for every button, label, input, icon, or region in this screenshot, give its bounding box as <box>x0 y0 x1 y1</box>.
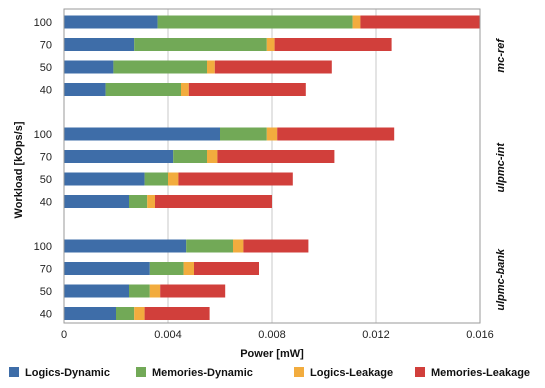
x-tick-label: 0.008 <box>258 329 286 341</box>
bar-segment <box>64 15 158 29</box>
workload-label: 40 <box>40 309 52 321</box>
legend-label: Logics-Leakage <box>310 367 393 379</box>
x-axis-title: Power [mW] <box>240 348 304 360</box>
bar-segment <box>147 195 155 208</box>
bar-segment <box>360 15 480 29</box>
workload-label: 50 <box>40 174 52 186</box>
bar-segment <box>64 127 220 141</box>
bar-segment <box>188 83 306 96</box>
bar-segment <box>274 38 392 51</box>
group-label: mc-ref <box>495 38 507 73</box>
bar-segment <box>220 127 267 141</box>
bar-segment <box>183 262 194 275</box>
legend-swatch <box>9 367 19 377</box>
legend-label: Logics-Dynamic <box>25 367 110 379</box>
x-tick-label: 0.004 <box>154 329 182 341</box>
bar-segment <box>129 284 150 298</box>
plot-frame <box>63 8 481 324</box>
bar-segment <box>129 195 148 208</box>
bar-segment <box>181 83 189 96</box>
bar-segment <box>64 38 135 51</box>
y-axis-title: Workload [kOps/s] <box>13 121 25 218</box>
group-label: ulpmc-bank <box>495 248 507 311</box>
bar-segment <box>214 60 332 74</box>
bar-layer <box>64 15 480 320</box>
workload-label: 40 <box>40 197 52 209</box>
bar-segment <box>194 262 259 275</box>
bar-segment <box>207 60 215 74</box>
axis-layer: 0 0.004 0.008 0.012 0.016 <box>61 8 494 341</box>
legend-swatch <box>415 367 425 377</box>
bar-segment <box>144 307 210 320</box>
bar-segment <box>277 127 395 141</box>
bar-segment <box>160 284 226 298</box>
group-label: ulpmc-int <box>495 142 507 193</box>
workload-label: 70 <box>40 264 52 276</box>
bar-segment <box>266 127 278 141</box>
bar-segment <box>233 239 244 253</box>
workload-label: 50 <box>40 286 52 298</box>
legend-label: Memories-Leakage <box>431 367 530 379</box>
label-layer: 100 70 50 40 mc-ref 100 70 50 40 ulpmc-int 100 70 50… <box>34 17 507 321</box>
bar-segment <box>64 239 187 253</box>
bar-segment <box>168 172 179 186</box>
bar-segment <box>134 307 145 320</box>
workload-label: 40 <box>40 85 52 97</box>
bar-segment <box>64 307 116 320</box>
bar-segment <box>64 60 114 74</box>
workload-label: 70 <box>40 40 52 52</box>
x-tick-label: 0.012 <box>362 329 390 341</box>
bar-segment <box>266 38 275 51</box>
workload-label: 100 <box>34 241 52 253</box>
legend: Logics-Dynamic Memories-Dynamic Logics-Lea… <box>9 367 530 379</box>
bar-segment <box>64 284 129 298</box>
bar-segment <box>149 262 184 275</box>
workload-label: 100 <box>34 129 52 141</box>
workload-label: 50 <box>40 62 52 74</box>
bar-segment <box>217 150 335 163</box>
bar-segment <box>64 150 174 163</box>
workload-label: 100 <box>34 17 52 29</box>
x-tick-label: 0.016 <box>466 329 494 341</box>
bar-segment <box>105 83 181 96</box>
bar-segment <box>178 172 293 186</box>
legend-label: Memories-Dynamic <box>152 367 253 379</box>
bar-segment <box>173 150 207 163</box>
bar-segment <box>113 60 207 74</box>
bar-segment <box>352 15 361 29</box>
bar-segment <box>207 150 218 163</box>
bar-segment <box>155 195 272 208</box>
bar-segment <box>134 38 267 51</box>
bar-segment <box>64 172 145 186</box>
x-tick-label: 0 <box>61 329 67 341</box>
bar-segment <box>186 239 233 253</box>
bar-segment <box>64 83 106 96</box>
workload-label: 70 <box>40 152 52 164</box>
bar-segment <box>243 239 309 253</box>
bar-segment <box>149 284 161 298</box>
legend-swatch <box>294 367 304 377</box>
bar-segment <box>144 172 168 186</box>
bar-segment <box>157 15 353 29</box>
bar-segment <box>64 195 129 208</box>
bar-segment <box>116 307 135 320</box>
legend-swatch <box>136 367 146 377</box>
grid-layer <box>63 9 481 323</box>
bar-segment <box>64 262 150 275</box>
